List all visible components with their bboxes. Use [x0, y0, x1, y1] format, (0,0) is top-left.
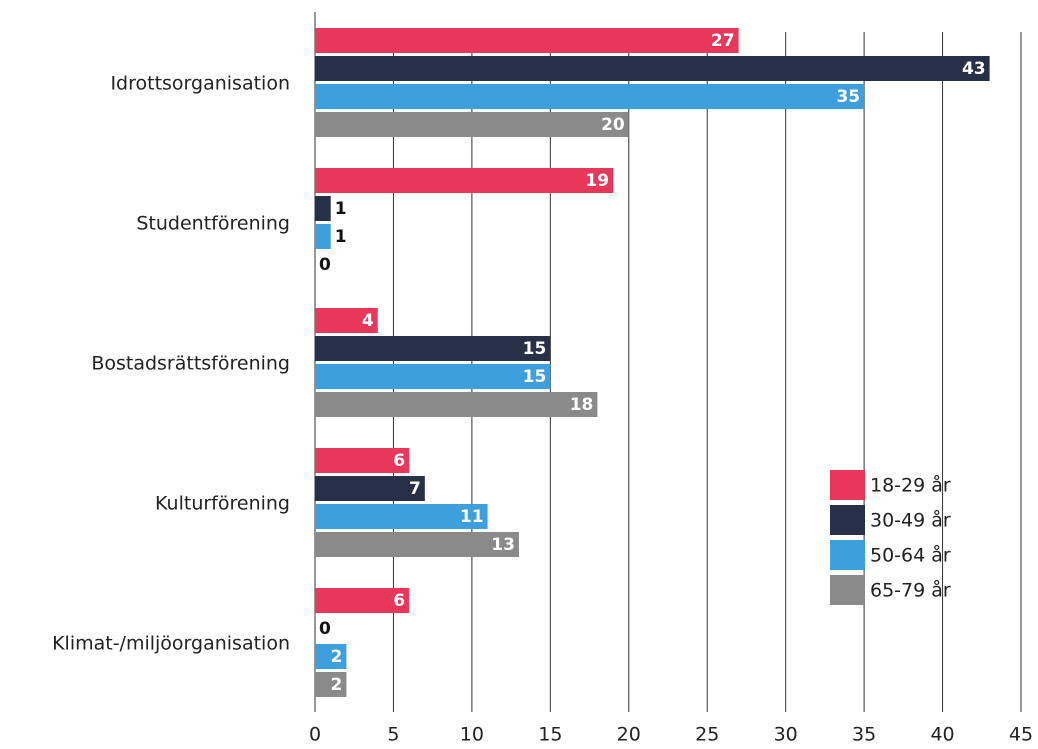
bar	[315, 224, 331, 249]
value-label: 7	[409, 479, 421, 499]
legend-swatch	[830, 470, 865, 500]
y-tick-label: Idrottsorganisation	[110, 73, 290, 95]
bar	[315, 392, 598, 417]
bar	[315, 28, 739, 53]
value-label: 2	[331, 675, 343, 695]
bar	[315, 448, 410, 473]
bar	[315, 476, 425, 501]
legend-swatch	[830, 540, 865, 570]
bar	[315, 84, 865, 109]
x-tick-label: 20	[617, 724, 641, 746]
bar	[315, 308, 378, 333]
value-label: 43	[962, 59, 986, 79]
x-tick-label: 30	[774, 724, 798, 746]
y-tick-label: Studentförening	[136, 213, 290, 235]
bar	[315, 532, 519, 557]
value-label: 11	[460, 507, 484, 527]
value-label: 27	[711, 31, 735, 51]
value-label: 0	[319, 255, 331, 275]
value-label: 19	[585, 171, 609, 191]
bar	[315, 56, 990, 81]
value-label: 15	[523, 339, 547, 359]
value-label: 6	[393, 451, 405, 471]
legend-label: 18-29 år	[870, 474, 951, 497]
legend-swatch	[830, 505, 865, 535]
value-label: 1	[335, 199, 347, 219]
bar	[315, 644, 347, 669]
bar	[315, 336, 551, 361]
value-label: 2	[331, 647, 343, 667]
x-tick-label: 10	[460, 724, 484, 746]
bar	[315, 672, 347, 697]
legend-label: 30-49 år	[870, 509, 951, 532]
value-label: 0	[319, 619, 331, 639]
x-tick-label: 45	[1009, 724, 1033, 746]
bar	[315, 196, 331, 221]
legend-label: 50-64 år	[870, 544, 951, 567]
x-tick-label: 0	[309, 724, 321, 746]
bar	[315, 364, 551, 389]
bar	[315, 112, 629, 137]
bar	[315, 588, 410, 613]
value-label: 6	[393, 591, 405, 611]
x-tick-label: 15	[538, 724, 562, 746]
bar	[315, 504, 488, 529]
value-label: 18	[570, 395, 594, 415]
legend-label: 65-79 år	[870, 579, 951, 602]
value-label: 35	[836, 87, 860, 107]
y-tick-label: Klimat-/miljöorganisation	[52, 633, 290, 655]
x-tick-label: 25	[695, 724, 719, 746]
value-label: 20	[601, 115, 625, 135]
bar	[315, 168, 614, 193]
value-label: 4	[362, 311, 374, 331]
x-tick-label: 40	[930, 724, 954, 746]
x-tick-label: 35	[852, 724, 876, 746]
value-label: 1	[335, 227, 347, 247]
y-tick-label: Kulturförening	[155, 493, 290, 515]
x-tick-label: 5	[387, 724, 399, 746]
value-label: 15	[523, 367, 547, 387]
value-label: 13	[491, 535, 515, 555]
legend-swatch	[830, 575, 865, 605]
y-tick-label: Bostadsrättsförening	[91, 353, 290, 375]
